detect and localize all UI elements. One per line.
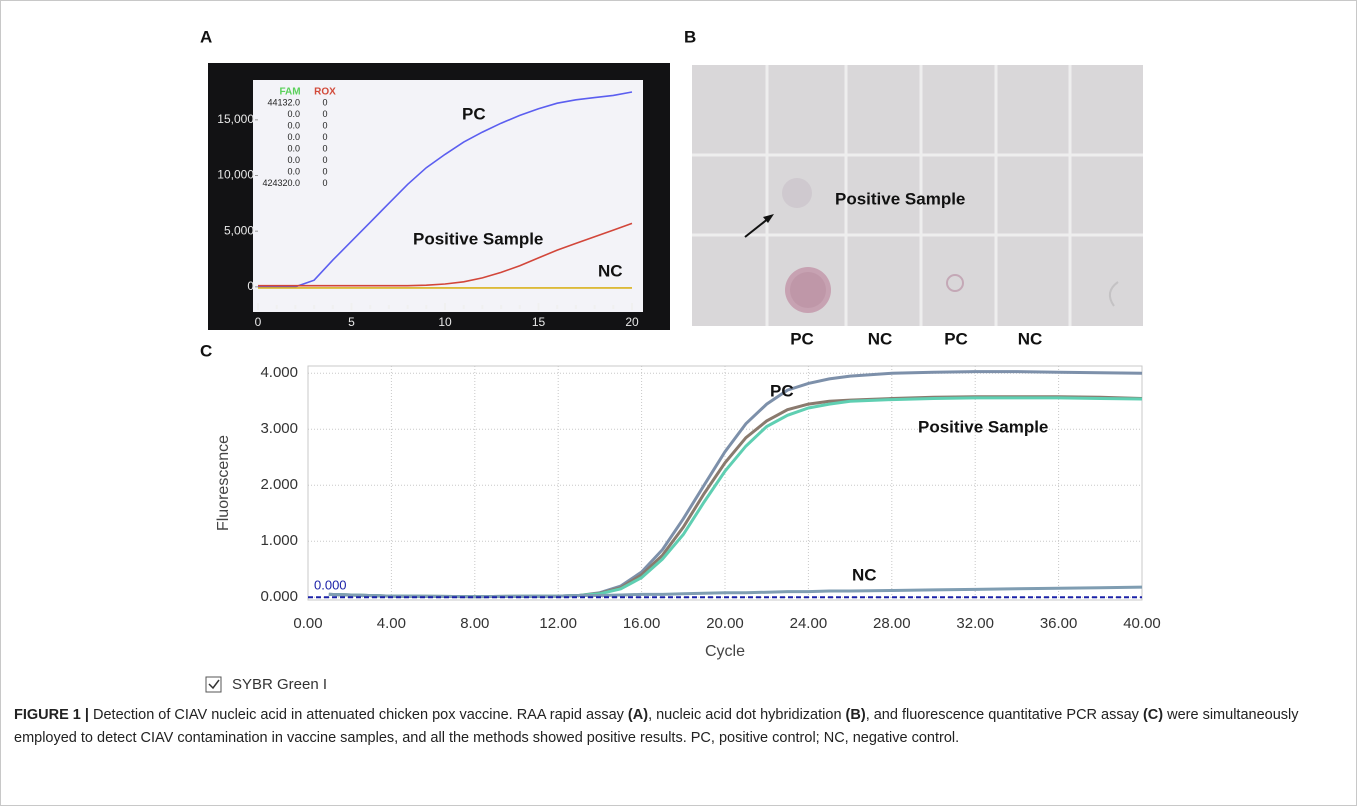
annotation: Positive Sample bbox=[835, 189, 965, 208]
channel-label: SYBR Green I bbox=[232, 676, 327, 693]
readout-cell: 0 bbox=[322, 109, 327, 119]
caption-text: , and fluorescence quantitative PCR assa… bbox=[865, 707, 1143, 723]
x-tick-label: 32.00 bbox=[956, 615, 994, 632]
readout-cell: 0.0 bbox=[287, 120, 300, 130]
screen bbox=[253, 80, 643, 312]
caption-text: were simultaneously employed to detect C… bbox=[14, 707, 1299, 746]
annotation: NC bbox=[598, 261, 623, 280]
caption-label: FIGURE 1 | bbox=[14, 707, 89, 723]
readout-cell: 0.0 bbox=[287, 166, 300, 176]
caption-text: (A) bbox=[627, 707, 649, 723]
readout-cell: 0 bbox=[322, 143, 327, 153]
lane-label: PC bbox=[790, 329, 814, 348]
readout-cell: 0 bbox=[322, 155, 327, 165]
y-tick-label: 15,000 bbox=[217, 112, 254, 126]
series-line bbox=[328, 585, 1143, 599]
y-tick-label: 0 bbox=[247, 279, 254, 293]
annotation: PC bbox=[462, 104, 486, 123]
y-tick-label: 1.000 bbox=[260, 532, 298, 549]
readout-cell: 0 bbox=[322, 166, 327, 176]
readout-header: ROX bbox=[314, 87, 336, 98]
readout-cell: 0 bbox=[322, 120, 327, 130]
readout-cell: 0.0 bbox=[287, 143, 300, 153]
y-tick-label: 4.000 bbox=[260, 364, 298, 381]
checkbox bbox=[205, 676, 222, 693]
caption: FIGURE 1 | Detection of CIAV nucleic aci… bbox=[14, 704, 1344, 750]
y-tick-label: 3.000 bbox=[260, 420, 298, 437]
readout-cell: 44132.0 bbox=[267, 97, 300, 107]
annotation: Positive Sample bbox=[413, 229, 543, 248]
x-tick-label: 8.00 bbox=[460, 615, 489, 632]
annotation: Positive Sample bbox=[918, 417, 1048, 436]
panel-label: A bbox=[200, 27, 212, 46]
panel-label: B bbox=[684, 27, 696, 46]
caption-text: , nucleic acid dot hybridization bbox=[648, 707, 846, 723]
caption-text: (C) bbox=[1142, 707, 1164, 723]
caption-text: (B) bbox=[845, 707, 866, 723]
annotation: PC bbox=[770, 381, 794, 400]
x-tick-label: 40.00 bbox=[1123, 615, 1161, 632]
x-tick-label: 20.00 bbox=[706, 615, 744, 632]
threshold-label: 0.000 bbox=[314, 578, 347, 593]
x-tick-label: 36.00 bbox=[1040, 615, 1078, 632]
x-tick-label: 5 bbox=[348, 315, 355, 329]
x-tick-label: 0 bbox=[255, 315, 262, 329]
lane-label: PC bbox=[944, 329, 968, 348]
readout-cell: 0 bbox=[322, 132, 327, 142]
y-tick-label: 0.000 bbox=[260, 588, 298, 605]
x-tick-label: 12.00 bbox=[539, 615, 577, 632]
y-tick-label: 2.000 bbox=[260, 476, 298, 493]
x-axis-label: Cycle bbox=[705, 643, 745, 660]
figure: A B C Positive Sample PC NC PC NC 0 5,000 10,0… bbox=[200, 27, 1161, 693]
readout-cell: 0.0 bbox=[287, 155, 300, 165]
series-line bbox=[258, 222, 633, 287]
lane-label: NC bbox=[868, 329, 893, 348]
y-tick-label: 5,000 bbox=[224, 223, 254, 237]
x-tick-label: 15 bbox=[532, 315, 546, 329]
checkmark bbox=[208, 679, 220, 690]
y-tick-label: 10,000 bbox=[217, 168, 254, 182]
x-tick-label: 10 bbox=[438, 315, 452, 329]
caption-text: Detection of CIAV nucleic acid in attenu… bbox=[93, 707, 628, 723]
readout-cell: 424320.0 bbox=[262, 178, 300, 188]
membrane bbox=[692, 65, 1143, 326]
x-tick-label: 28.00 bbox=[873, 615, 911, 632]
panel-label: C bbox=[200, 341, 212, 360]
readout-cell: 0 bbox=[322, 178, 327, 188]
readout-header: FAM bbox=[279, 87, 300, 98]
x-tick-label: 4.00 bbox=[377, 615, 406, 632]
x-tick-label: 20 bbox=[625, 315, 639, 329]
y-axis-label: Fluorescence bbox=[215, 435, 232, 531]
readout-cell: 0 bbox=[322, 97, 327, 107]
series-line bbox=[258, 91, 633, 288]
annotation: NC bbox=[852, 565, 877, 584]
x-tick-label: 24.00 bbox=[790, 615, 828, 632]
readout-cell: 0.0 bbox=[287, 109, 300, 119]
x-tick-label: 0.00 bbox=[293, 615, 322, 632]
x-tick-label: 16.00 bbox=[623, 615, 661, 632]
lane-label: NC bbox=[1018, 329, 1043, 348]
readout-cell: 0.0 bbox=[287, 132, 300, 142]
